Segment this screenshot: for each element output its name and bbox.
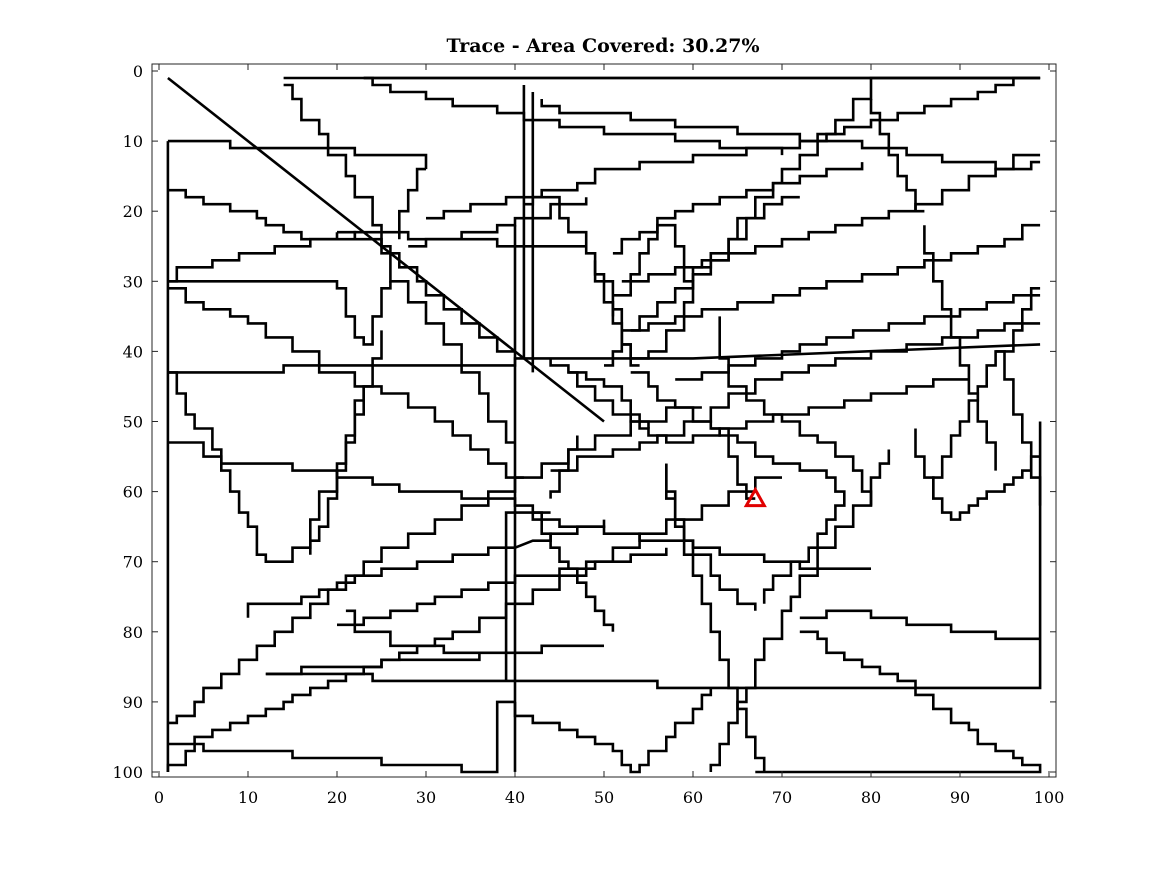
trace-segment-28: [709, 449, 891, 772]
trace-segment-9: [167, 700, 515, 774]
trace-segment-35: [549, 358, 969, 444]
y-tick-label-80: 80: [123, 623, 143, 642]
trace-segment-19: [167, 286, 524, 479]
trace-segment-39: [621, 153, 1041, 283]
y-tick-label-20: 20: [123, 202, 143, 221]
trace-segment-36: [549, 435, 579, 499]
trace-segment-45: [167, 232, 339, 283]
x-tick-label-20: 20: [327, 788, 347, 807]
x-tick-label-80: 80: [861, 788, 881, 807]
trace-segment-27: [513, 687, 713, 774]
chart-title: Trace - Area Covered: 30.27%: [446, 35, 759, 57]
x-tick-label-30: 30: [416, 788, 436, 807]
trace-segment-52: [869, 99, 925, 213]
trace-segment-34: [550, 322, 1041, 472]
y-tick-label-70: 70: [123, 553, 143, 572]
trace-segment-21: [345, 609, 480, 655]
current-position-marker: [743, 486, 767, 508]
x-tick-label-60: 60: [683, 788, 703, 807]
trace-segment-20: [167, 371, 366, 564]
trace-segment-29: [664, 463, 766, 772]
trace-segment-46: [337, 230, 515, 353]
trace-segment-42: [612, 162, 864, 255]
trace-segment-51: [664, 463, 757, 611]
trace-segment-31: [799, 609, 1041, 641]
y-tick-label-90: 90: [123, 693, 143, 712]
trace-segment-58: [523, 195, 640, 367]
trace-segment-12: [265, 421, 1042, 690]
x-tick-label-90: 90: [950, 788, 970, 807]
trace-segment-47: [167, 279, 392, 346]
trace-segment-24: [532, 511, 615, 632]
x-tick-label-50: 50: [594, 788, 614, 807]
y-tick-label-0: 0: [133, 62, 143, 81]
x-tick-label-0: 0: [154, 788, 164, 807]
trace-segment-53: [923, 225, 997, 471]
y-tick-label-40: 40: [123, 342, 143, 361]
plot-frame: [151, 63, 1057, 778]
current-position-triangle-icon: [743, 486, 767, 508]
trace-segment-40: [630, 223, 1041, 332]
y-tick-label-60: 60: [123, 483, 143, 502]
trace-segment-30: [755, 630, 1042, 774]
y-tick-label-50: 50: [123, 413, 143, 432]
trace-lines: [166, 76, 1042, 774]
axis-ticks: 0 10 20 30 40 50 60 70 80 90 100 0 10 20 30 40 50 60 70 80 9…: [112, 62, 1064, 807]
trace-segment-59: [308, 330, 383, 555]
trace-segment-41: [675, 293, 1041, 381]
trace-segment-55: [718, 316, 873, 506]
trace-segment-57: [408, 197, 588, 248]
trace-segment-26: [166, 476, 782, 772]
x-tick-label-40: 40: [505, 788, 525, 807]
trace-segment-44: [426, 76, 1041, 220]
trace-segment-49: [568, 371, 650, 429]
trace-segment-50: [710, 427, 846, 604]
trace-segment-1: [167, 76, 605, 423]
x-tick-label-10: 10: [238, 788, 258, 807]
y-tick-label-10: 10: [123, 132, 143, 151]
y-tick-label-100: 100: [112, 763, 143, 782]
trace-segment-10: [265, 644, 604, 676]
trace-segment-6: [167, 188, 587, 248]
trace-segment-54: [995, 350, 1042, 506]
trace-segment-37: [397, 167, 426, 240]
y-tick-label-30: 30: [123, 272, 143, 291]
trace-segment-18: [283, 83, 515, 444]
x-tick-label-100: 100: [1034, 788, 1065, 807]
trace-segment-43: [363, 76, 784, 156]
x-tick-label-70: 70: [772, 788, 792, 807]
trace-segment-5: [167, 139, 428, 170]
